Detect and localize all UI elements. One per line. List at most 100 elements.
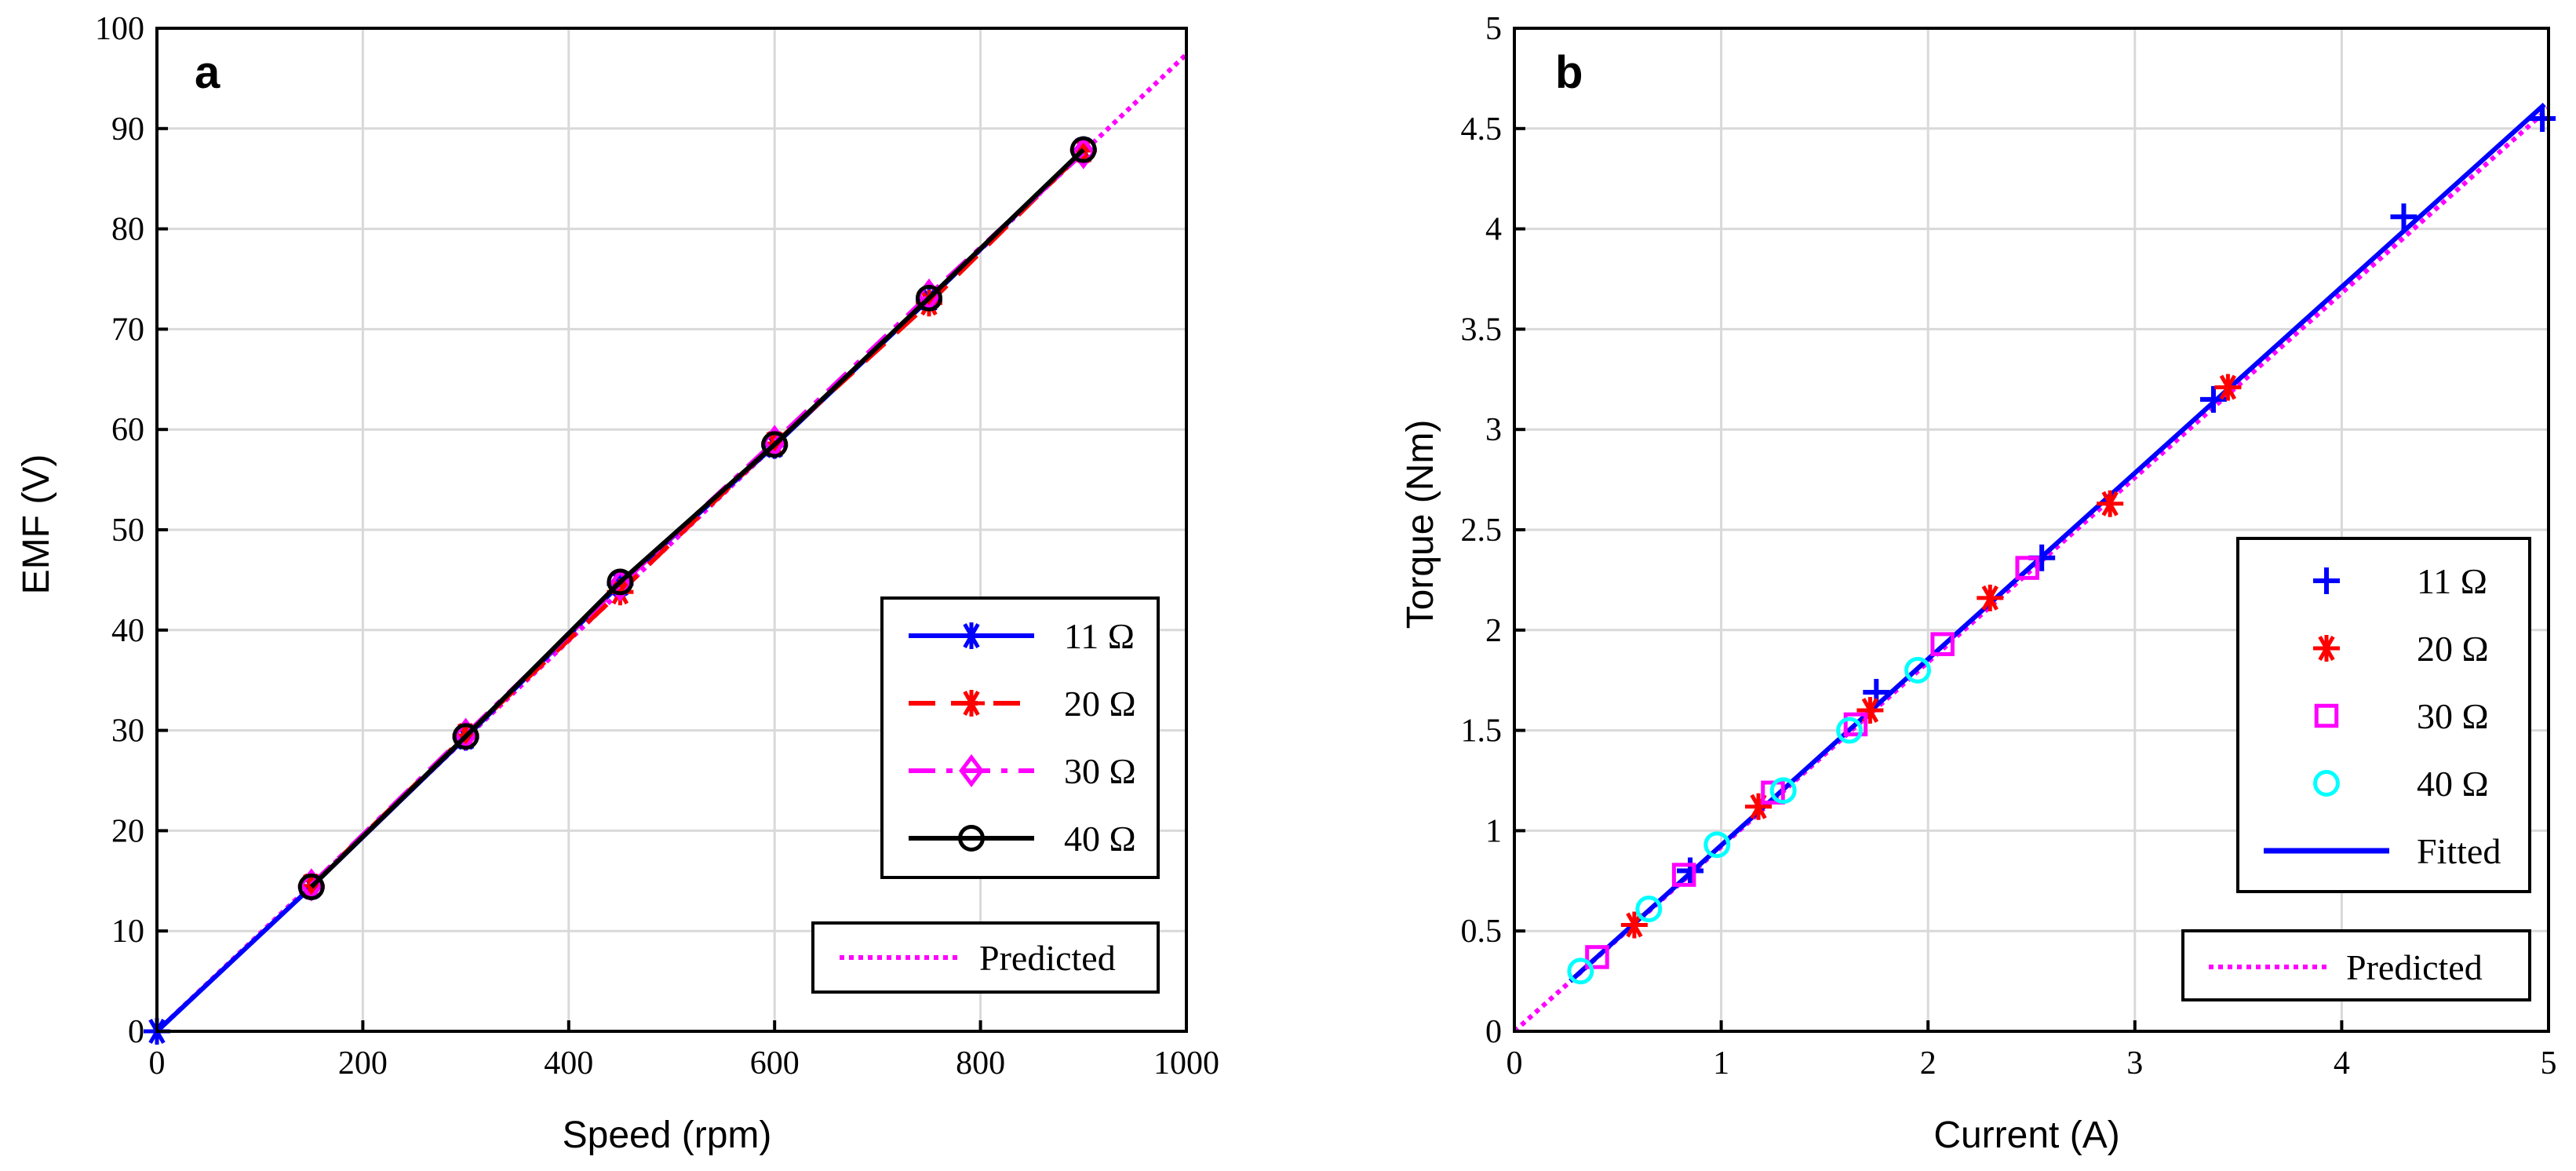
- series-3: [1585, 556, 2039, 969]
- legend-item: 30 Ω: [2314, 696, 2489, 736]
- data-point: [761, 431, 789, 458]
- legend-items-a: 11 Ω 20 Ω 30 Ω 40 Ω: [909, 616, 1136, 859]
- x-tick-label: 2: [1920, 1045, 1937, 1082]
- x-tick-label: 200: [338, 1045, 388, 1082]
- data-point: [2529, 105, 2556, 133]
- x-tick-label: 600: [750, 1045, 800, 1082]
- data-point: [452, 723, 479, 750]
- series-a: [144, 136, 1097, 1045]
- y-tick-label: 90: [111, 111, 144, 148]
- y-tick-label: 100: [95, 11, 144, 47]
- legend-label: 11 Ω: [1064, 616, 1135, 656]
- legend-item: 20 Ω: [2313, 629, 2489, 669]
- legend-marker: [2314, 703, 2339, 728]
- legend-label: 30 Ω: [2417, 696, 2489, 736]
- data-point: [1930, 632, 1955, 656]
- y-tick-label: 3: [1485, 412, 1502, 448]
- data-point: [2015, 556, 2039, 580]
- legend-b: 11 Ω 20 Ω 30 Ω 40 Ω Fitted Predicted: [2181, 537, 2531, 1001]
- x-tick-label: 800: [956, 1045, 1005, 1082]
- legend-item: 11 Ω: [909, 616, 1135, 656]
- legend-label-predicted-b: Predicted: [2346, 947, 2483, 987]
- legend-item: 40 Ω: [2313, 764, 2489, 804]
- y-tick-label: 40: [111, 613, 144, 649]
- x-tick-label: 5: [2541, 1045, 2557, 1082]
- tick-labels-b: 0 1 2 3 4 5 0 0.5 1 1.5 2 2.5 3 3.5 4 4.5 5: [1461, 11, 2557, 1082]
- legend-item: 11 Ω: [2313, 561, 2487, 601]
- legend-label: 30 Ω: [1064, 751, 1136, 791]
- legend-label: 20 Ω: [2417, 629, 2489, 669]
- y-tick-label: 1.5: [1461, 713, 1503, 750]
- data-point: [1567, 958, 1594, 985]
- legend-label: 40 Ω: [1064, 819, 1136, 859]
- series-b: [1567, 105, 2556, 985]
- data-point: [2390, 203, 2418, 231]
- data-point: [1977, 584, 2004, 611]
- plot-frame-a: [155, 27, 1188, 1033]
- y-tick-label: 4: [1485, 212, 1502, 248]
- y-tick-label: 2: [1485, 613, 1502, 649]
- legend-marker: [2313, 567, 2340, 594]
- panel-label-a: a: [195, 47, 220, 98]
- data-point: [916, 284, 942, 312]
- series-4: [297, 136, 1097, 900]
- legend-item: 20 Ω: [909, 684, 1136, 724]
- data-point: [1635, 896, 1663, 923]
- data-point: [607, 568, 633, 602]
- legend-marker: [2313, 770, 2340, 797]
- y-axis-label-a: EMF (V): [16, 454, 57, 595]
- data-point: [1703, 831, 1731, 859]
- legend-label: 20 Ω: [1064, 684, 1136, 724]
- legend-label-fitted-b: Fitted: [2417, 831, 2501, 871]
- x-tick-label: 0: [1507, 1045, 1523, 1082]
- data-point: [1836, 717, 1863, 744]
- tick-labels-a: 0 200 400 600 800 1000 0 10 20 30 40 50 60 70 80 90 100: [95, 11, 1219, 1082]
- legend-marker: [958, 825, 985, 852]
- y-tick-label: 0.5: [1461, 914, 1503, 950]
- data-point: [1620, 911, 1648, 939]
- legend-item: 40 Ω: [909, 819, 1136, 859]
- data-point: [2097, 490, 2124, 517]
- series-line: [309, 148, 1085, 889]
- x-tick-label: 4: [2334, 1045, 2350, 1082]
- data-point: [1671, 863, 1696, 887]
- y-tick-label: 3.5: [1461, 312, 1503, 348]
- data-point: [1677, 857, 1704, 885]
- series-2: [1620, 374, 2242, 939]
- y-tick-label: 70: [111, 312, 144, 348]
- series-4: [1567, 656, 1931, 985]
- x-tick-label: 400: [544, 1045, 593, 1082]
- x-axis-label-a: Speed (rpm): [563, 1114, 772, 1156]
- y-tick-label: 0: [1485, 1014, 1502, 1050]
- legend-label: 40 Ω: [2417, 764, 2489, 804]
- data-point: [1769, 777, 1797, 804]
- y-tick-label: 5: [1485, 11, 1502, 47]
- y-tick-label: 50: [111, 513, 144, 549]
- data-point: [1843, 712, 1868, 737]
- data-point: [1904, 656, 1931, 684]
- x-tick-label: 1000: [1153, 1045, 1219, 1082]
- data-point: [1069, 136, 1097, 163]
- data-point: [1745, 793, 1773, 820]
- y-tick-label: 2.5: [1461, 513, 1503, 549]
- data-point: [1070, 136, 1096, 170]
- panel-label-b: b: [1555, 47, 1583, 98]
- y-tick-label: 10: [111, 914, 144, 950]
- legend-items-b: 11 Ω 20 Ω 30 Ω 40 Ω: [2313, 561, 2489, 804]
- legend-label: 11 Ω: [2417, 561, 2487, 601]
- x-axis-label-b: Current (A): [1933, 1114, 2119, 1156]
- data-point: [2214, 374, 2242, 401]
- y-tick-label: 80: [111, 212, 144, 248]
- data-point: [297, 874, 325, 900]
- chart-panel-b: 0 1 2 3 4 5 0 0.5 1 1.5 2 2.5 3 3.5 4 4.5 5 b Current (A…: [1400, 11, 2557, 1156]
- legend-a: 11 Ω 20 Ω 30 Ω 40 Ω Predicted: [811, 596, 1160, 994]
- y-tick-label: 60: [111, 412, 144, 448]
- plot-frame-b: [1513, 27, 2550, 1033]
- x-tick-label: 1: [1713, 1045, 1729, 1082]
- legend-box-a: [880, 596, 1160, 879]
- legend-marker: [958, 690, 985, 717]
- legend-marker: [959, 753, 984, 788]
- data-point: [607, 568, 634, 596]
- reference-b: [1513, 102, 2550, 1034]
